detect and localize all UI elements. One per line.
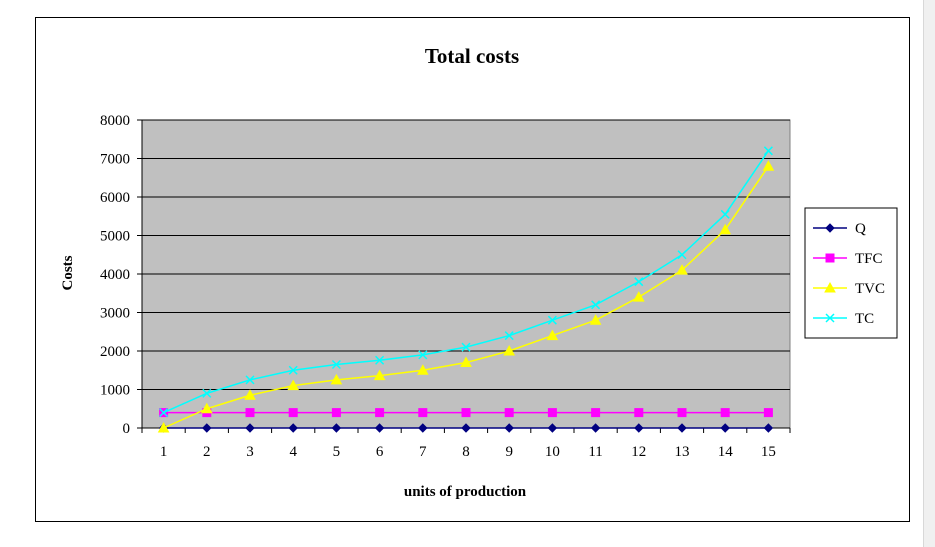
chart-title: Total costs: [425, 44, 519, 68]
point-tc: [202, 388, 212, 398]
point-tc: [547, 315, 557, 325]
point-tfc: [461, 408, 471, 418]
point-tfc: [634, 408, 644, 418]
point-tc: [763, 146, 773, 156]
y-tick-label: 3000: [100, 306, 130, 322]
x-tick-label: 4: [289, 444, 297, 460]
point-tvc: [200, 402, 213, 414]
x-tick-label: 14: [718, 444, 734, 460]
legend-marker-tvc: [824, 281, 836, 293]
point-tvc: [330, 373, 343, 385]
point-tvc: [244, 389, 256, 400]
x-tick-label: 7: [419, 444, 427, 460]
point-q: [331, 423, 342, 433]
point-tc: [504, 331, 514, 341]
y-tick-label: 7000: [100, 152, 130, 168]
point-q: [720, 423, 730, 433]
point-tvc: [589, 314, 602, 325]
point-tc: [418, 350, 428, 360]
point-q: [374, 423, 385, 433]
legend-marker-q: [825, 223, 835, 233]
x-tick-label: 6: [376, 444, 384, 460]
x-tick-label: 2: [203, 444, 211, 460]
point-q: [547, 423, 558, 433]
x-tick-label: 10: [545, 444, 560, 460]
legend-marker-tfc: [825, 253, 835, 263]
x-tick-label: 5: [333, 444, 341, 460]
legend-label-tfc: TFC: [855, 251, 883, 267]
point-tvc: [503, 344, 516, 356]
point-tc: [331, 359, 341, 370]
point-tvc: [373, 369, 386, 381]
point-tvc: [719, 223, 732, 235]
point-q: [418, 423, 428, 433]
x-tick-label: 11: [588, 444, 602, 460]
point-tfc: [288, 408, 298, 418]
y-tick-label: 6000: [100, 190, 130, 206]
point-tc: [159, 408, 169, 418]
y-tick-label: 5000: [100, 229, 130, 245]
point-q: [677, 423, 687, 433]
point-tfc: [677, 408, 687, 418]
point-tvc: [460, 356, 472, 368]
point-tc: [461, 342, 471, 352]
point-q: [763, 423, 774, 433]
point-tc: [677, 250, 687, 260]
point-q: [504, 423, 514, 433]
point-tfc: [245, 408, 255, 418]
point-tfc: [591, 408, 601, 418]
y-tick-label: 0: [123, 421, 131, 437]
point-tvc: [632, 291, 645, 302]
legend-box: [804, 207, 898, 339]
point-q: [634, 423, 644, 433]
point-tvc: [157, 421, 170, 433]
x-tick-label: 1: [160, 444, 168, 460]
point-q: [202, 423, 212, 433]
point-tvc: [416, 364, 429, 375]
point-q: [288, 423, 298, 433]
point-tfc: [418, 408, 428, 418]
point-tfc: [547, 408, 557, 418]
point-tc: [634, 277, 644, 287]
point-tc: [720, 209, 730, 219]
x-axis-title: units of production: [404, 484, 527, 500]
point-tc: [375, 355, 385, 365]
y-tick-label: 4000: [100, 267, 130, 283]
legend: Q TFC TVC TC: [804, 207, 898, 339]
point-tfc: [720, 408, 730, 418]
legend-marker-tc: [825, 313, 835, 323]
legend-label-tvc: TVC: [855, 281, 885, 297]
y-tick-label: 1000: [100, 383, 130, 399]
legend-label-q: Q: [855, 221, 866, 237]
point-q: [245, 423, 255, 433]
point-tvc: [287, 379, 300, 391]
point-tc: [591, 300, 601, 310]
y-axis-title: Costs: [60, 255, 76, 290]
point-tvc: [676, 264, 688, 275]
y-tick-label: 2000: [100, 344, 130, 360]
y-tick-label: 8000: [100, 113, 130, 129]
x-tick-label: 13: [675, 444, 690, 460]
point-tvc: [546, 329, 559, 341]
point-q: [461, 423, 471, 433]
x-tick-label: 8: [462, 444, 470, 460]
legend-label-tc: TC: [855, 311, 874, 327]
point-tfc: [331, 408, 341, 418]
x-tick-label: 15: [761, 444, 776, 460]
x-tick-label: 3: [246, 444, 254, 460]
point-tc: [245, 375, 255, 385]
point-tfc: [504, 408, 514, 418]
scrollbar[interactable]: [923, 0, 935, 547]
x-tick-label: 12: [631, 444, 646, 460]
point-tfc: [375, 408, 385, 418]
point-tvc: [762, 160, 775, 171]
x-tick-label: 9: [505, 444, 513, 460]
point-tfc: [763, 408, 773, 418]
point-q: [590, 423, 601, 433]
point-tc: [288, 365, 298, 375]
